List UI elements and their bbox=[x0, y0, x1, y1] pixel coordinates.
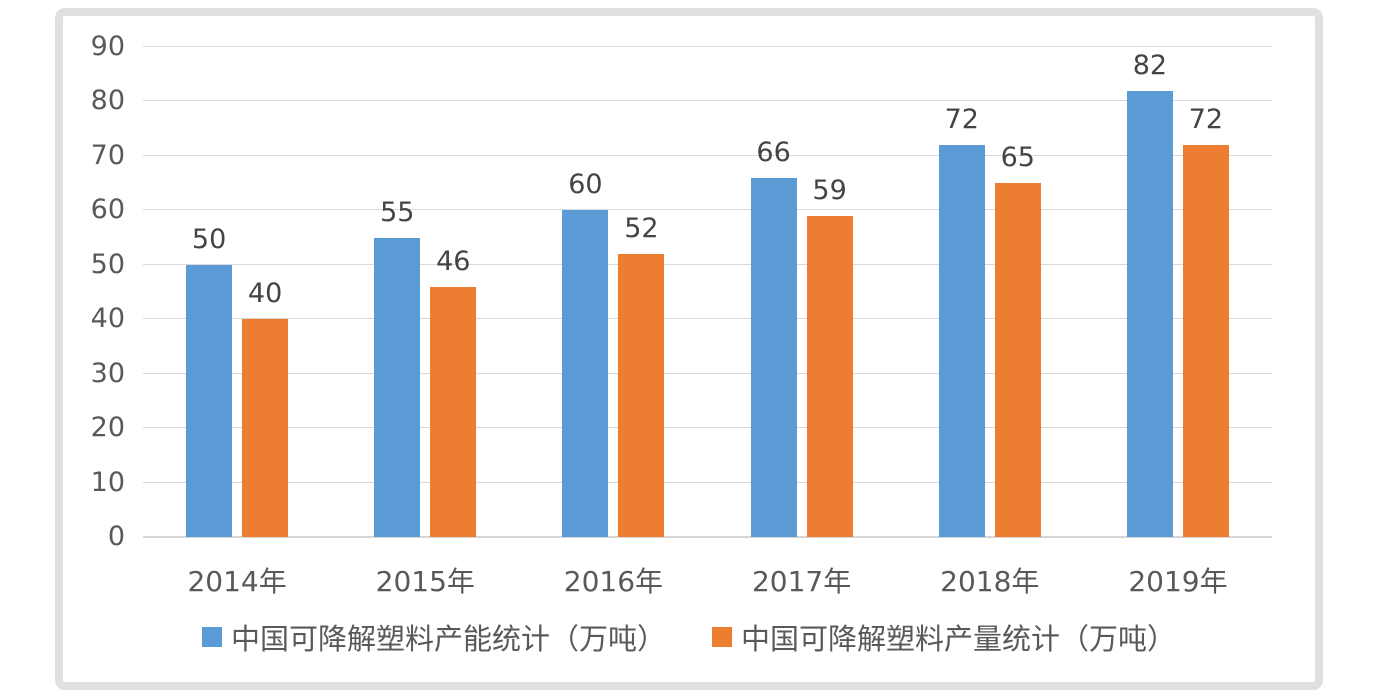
gridline bbox=[143, 372, 1272, 374]
bar-series-1: 60 bbox=[562, 169, 609, 537]
bar-group: 72 65 bbox=[896, 47, 1084, 537]
bar-group: 50 40 bbox=[143, 47, 331, 537]
x-tick-label: 2014年 bbox=[187, 565, 287, 598]
legend-item: 中国可降解塑料产量统计（万吨） bbox=[712, 616, 1176, 658]
x-tick-label: 2017年 bbox=[751, 565, 852, 598]
x-tick-label: 2018年 bbox=[940, 565, 1040, 598]
y-tick-label: 40 bbox=[90, 303, 125, 335]
bar-series-2: 40 bbox=[242, 278, 289, 537]
y-tick-label: 20 bbox=[90, 412, 125, 444]
y-tick-label: 50 bbox=[90, 248, 125, 280]
y-tick-label: 10 bbox=[90, 466, 125, 498]
bar-value-label: 72 bbox=[1188, 104, 1224, 135]
legend-item: 中国可降解塑料产能统计（万吨） bbox=[201, 616, 666, 658]
gridline bbox=[143, 46, 1272, 47]
bar-group: 55 46 bbox=[331, 47, 519, 537]
chart-frame: 0 10 20 30 40 50 60 70 80 90 50 40 55 46 60 52 66 59 72 65… bbox=[55, 8, 1323, 690]
bar-value-label: 66 bbox=[756, 136, 791, 168]
x-tick-label: 2015年 bbox=[375, 565, 475, 598]
legend-label: 中国可降解塑料产能统计（万吨） bbox=[230, 622, 666, 656]
y-tick-label: 0 bbox=[107, 521, 125, 552]
bar-group: 82 72 bbox=[1084, 47, 1272, 537]
gridline bbox=[143, 209, 1272, 211]
bars-layer: 50 40 55 46 60 52 66 59 72 65 82 72 bbox=[143, 47, 1272, 537]
bar-series-2: 65 bbox=[994, 142, 1041, 537]
x-axis-line bbox=[143, 536, 1272, 538]
bar-value-label: 60 bbox=[568, 169, 603, 201]
y-tick-label: 60 bbox=[90, 194, 125, 226]
y-tick-label: 70 bbox=[90, 139, 125, 171]
gridline bbox=[143, 481, 1272, 483]
legend: 中国可降解塑料产能统计（万吨） 中国可降解塑料产量统计（万吨） bbox=[63, 618, 1315, 656]
gridline bbox=[143, 154, 1272, 156]
bar-value-label: 55 bbox=[380, 196, 415, 228]
bar-series-1: 50 bbox=[186, 224, 233, 537]
bar-series-1: 55 bbox=[374, 197, 421, 537]
bar-series-1: 72 bbox=[938, 104, 985, 537]
bar-value-label: 50 bbox=[191, 223, 227, 255]
bar-series-2: 59 bbox=[806, 175, 853, 537]
y-tick-label: 90 bbox=[90, 31, 125, 62]
bar-value-label: 82 bbox=[1132, 49, 1168, 81]
bar-group: 60 52 bbox=[519, 47, 707, 537]
x-tick-label: 2019年 bbox=[1128, 565, 1228, 598]
bar-value-label: 52 bbox=[624, 212, 659, 244]
legend-label: 中国可降解塑料产量统计（万吨） bbox=[741, 622, 1177, 656]
gridline bbox=[143, 263, 1272, 265]
bar-series-1: 66 bbox=[750, 137, 797, 537]
bar-value-label: 46 bbox=[436, 245, 471, 277]
plot-area: 0 10 20 30 40 50 60 70 80 90 50 40 55 46 60 52 66 59 72 65… bbox=[63, 16, 1315, 682]
bar-group: 66 59 bbox=[708, 47, 896, 537]
bar-value-label: 72 bbox=[944, 104, 979, 135]
bar-value-label: 59 bbox=[812, 174, 847, 206]
gridline bbox=[143, 427, 1272, 429]
bar-series-2: 52 bbox=[618, 213, 665, 537]
bar-series-1: 82 bbox=[1126, 50, 1173, 537]
bar-value-label: 65 bbox=[1000, 142, 1035, 174]
legend-swatch-icon bbox=[201, 627, 222, 647]
gridline bbox=[143, 318, 1272, 320]
gridline bbox=[143, 100, 1272, 102]
legend-swatch-icon bbox=[712, 627, 732, 647]
bar-series-2: 46 bbox=[430, 246, 477, 537]
x-axis-labels: 2014年 2015年 2016年 2017年 2018年 2019年 bbox=[143, 560, 1272, 600]
y-tick-label: 30 bbox=[90, 357, 125, 389]
x-tick-label: 2016年 bbox=[563, 565, 664, 598]
y-tick-label: 80 bbox=[90, 85, 125, 117]
bar-series-2: 72 bbox=[1182, 104, 1229, 537]
bar-value-label: 40 bbox=[247, 278, 283, 310]
